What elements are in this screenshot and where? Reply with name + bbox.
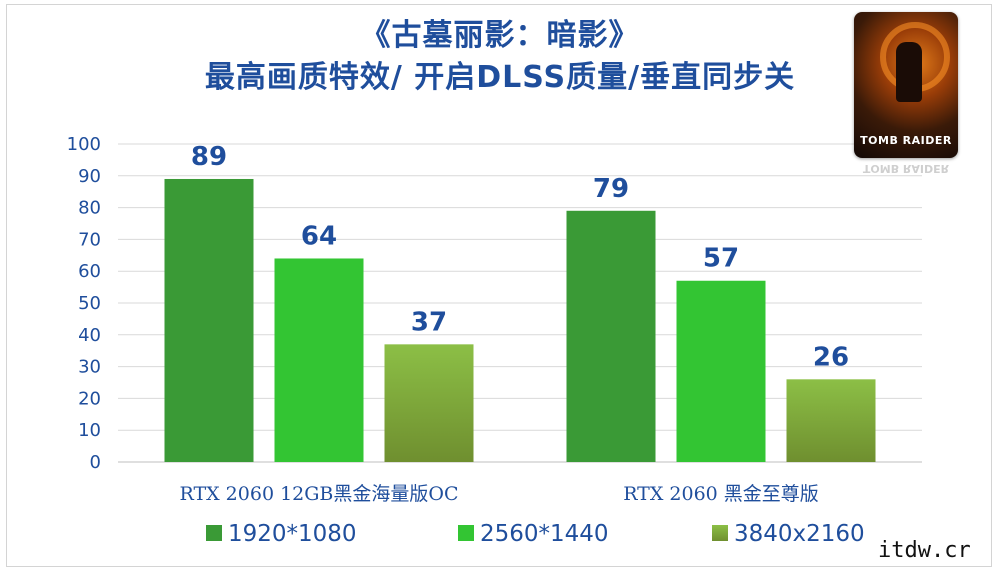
y-tick-label: 40: [78, 325, 101, 346]
legend-swatch: [458, 525, 474, 541]
value-labels: 89 64 37 79 57 26: [191, 142, 849, 372]
bar: [786, 379, 876, 462]
legend-label: 3840x2160: [734, 521, 865, 547]
bar-value-label: 26: [813, 342, 849, 372]
category-label: RTX 2060 12GB黑金海量版OC: [179, 483, 458, 505]
cover-figure-graphic: [896, 42, 922, 102]
legend-label: 1920*1080: [228, 521, 357, 547]
legend-swatch: [712, 525, 728, 541]
y-tick-label: 70: [78, 229, 101, 250]
y-tick-label: 30: [78, 357, 101, 378]
y-axis: 0 10 20 30 40 50 60 70 80 90 100: [67, 134, 101, 473]
bar-value-label: 64: [301, 221, 337, 251]
bar: [566, 210, 656, 462]
bar: [384, 344, 474, 462]
bar-value-label: 57: [703, 244, 739, 274]
bar-value-label: 89: [191, 142, 227, 172]
chart-subtitle: 最高画质特效/ 开启DLSS质量/垂直同步关: [204, 60, 796, 95]
game-cover-image: TOMB RAIDER: [854, 12, 958, 158]
bar: [676, 280, 766, 462]
legend: 1920*1080 2560*1440 3840x2160: [206, 521, 865, 547]
y-tick-label: 80: [78, 198, 101, 219]
y-tick-label: 60: [78, 261, 101, 282]
y-tick-label: 90: [78, 166, 101, 187]
bars: [164, 178, 876, 463]
legend-swatch: [206, 525, 222, 541]
bar: [164, 178, 254, 463]
y-tick-label: 50: [78, 293, 101, 314]
chart-title: 《古墓丽影：暗影》: [360, 18, 640, 53]
x-axis: RTX 2060 12GB黑金海量版OC RTX 2060 黑金至尊版: [179, 483, 818, 505]
bar: [274, 258, 364, 462]
cover-logo-text: TOMB RAIDER: [860, 134, 952, 147]
cover-reflection: TOMB RAIDER: [854, 160, 958, 196]
bar-value-label: 79: [593, 174, 629, 204]
bar-value-label: 37: [411, 307, 447, 337]
legend-label: 2560*1440: [480, 521, 609, 547]
y-tick-label: 20: [78, 388, 101, 409]
cover-reflection-text: TOMB RAIDER: [862, 162, 950, 175]
watermark: itdw.cr: [874, 538, 975, 563]
y-tick-label: 100: [67, 134, 101, 155]
y-tick-label: 10: [78, 420, 101, 441]
category-label: RTX 2060 黑金至尊版: [623, 483, 819, 505]
y-tick-label: 0: [90, 452, 101, 473]
